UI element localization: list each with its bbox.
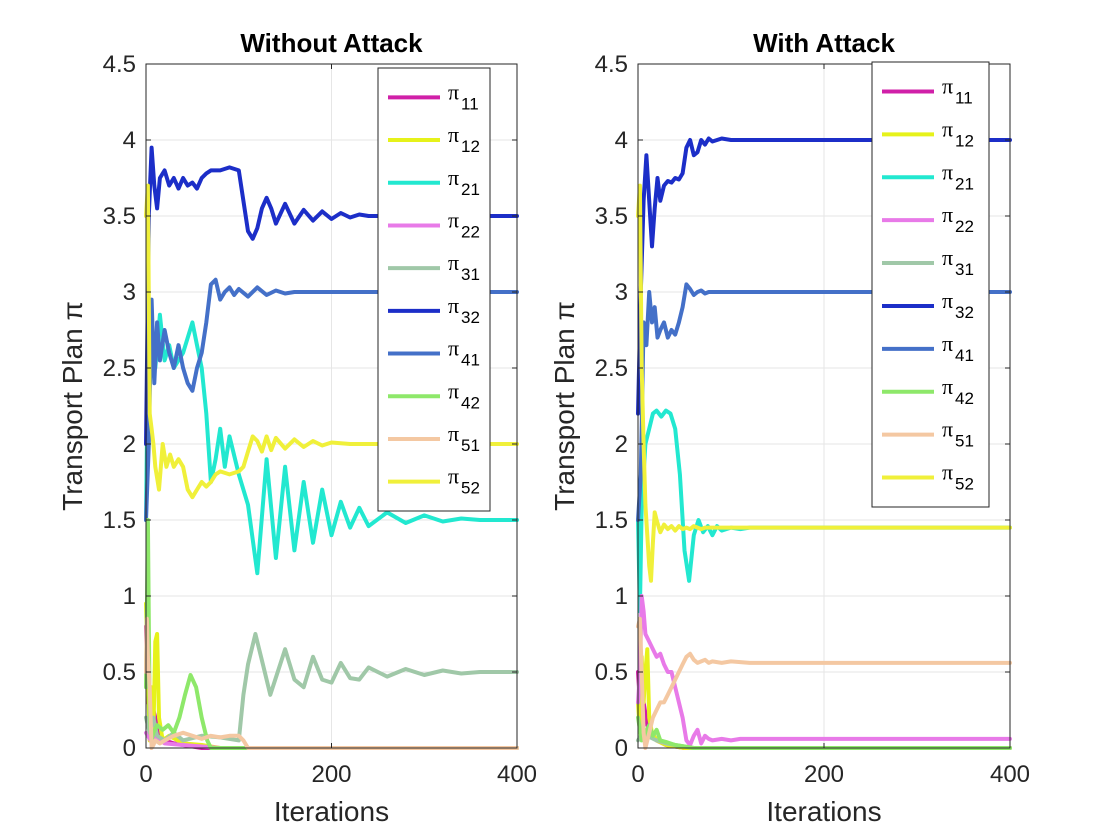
legend-label-22: π bbox=[448, 207, 459, 232]
legend-label-51: π bbox=[942, 417, 953, 442]
legend-sub-32: 32 bbox=[461, 308, 480, 327]
legend-label-52: π bbox=[942, 460, 953, 485]
legend-sub-21: 21 bbox=[955, 174, 974, 193]
y-axis-label: Transport Plan π bbox=[57, 301, 88, 511]
legend-sub-22: 22 bbox=[461, 222, 480, 241]
series-line-22 bbox=[636, 594, 1012, 747]
legend-label-21: π bbox=[448, 165, 459, 190]
y-tick-label: 4.5 bbox=[595, 51, 628, 78]
y-tick-label: 1 bbox=[615, 583, 628, 610]
legend-label-41: π bbox=[448, 336, 459, 361]
x-tick-label: 200 bbox=[311, 761, 351, 788]
legend-sub-12: 12 bbox=[461, 137, 480, 156]
legend-sub-52: 52 bbox=[955, 475, 974, 494]
legend-label-51: π bbox=[448, 421, 459, 446]
legend-sub-42: 42 bbox=[461, 393, 480, 412]
series-line-32 bbox=[636, 136, 1012, 416]
series-line-51 bbox=[144, 616, 519, 750]
y-tick-label: 3.5 bbox=[103, 203, 136, 230]
chart-panel-2: 0 0.5 1 1.5 2 2.5 3 3.5 4 4.5 0 200 400 With Attack It… bbox=[549, 28, 1030, 827]
chart-title: With Attack bbox=[753, 28, 895, 58]
legend-sub-21: 21 bbox=[461, 180, 480, 199]
legend-sub-11: 11 bbox=[461, 94, 479, 113]
legend-sub-51: 51 bbox=[955, 432, 974, 451]
y-tick-label: 0 bbox=[123, 735, 136, 762]
x-tick-label: 0 bbox=[139, 761, 152, 788]
legend-label-31: π bbox=[942, 245, 953, 270]
legend-label-41: π bbox=[942, 331, 953, 356]
legend-label-12: π bbox=[942, 116, 953, 141]
x-tick-label: 400 bbox=[990, 761, 1030, 788]
chart-panel-1: 0 0.5 1 1.5 2 2.5 3 3.5 4 4.5 0 200 400 Without Attac… bbox=[57, 28, 537, 827]
legend-label-22: π bbox=[942, 202, 953, 227]
x-tick-label: 400 bbox=[497, 761, 537, 788]
x-axis-label: Iterations bbox=[766, 796, 881, 827]
y-tick-label: 2.5 bbox=[595, 355, 628, 382]
y-tick-label: 3 bbox=[615, 279, 628, 306]
series-line-51 bbox=[636, 616, 1012, 750]
legend-sub-31: 31 bbox=[955, 260, 974, 279]
legend-label-12: π bbox=[448, 122, 459, 147]
y-tick-label: 2.5 bbox=[103, 355, 136, 382]
y-tick-label: 3 bbox=[123, 279, 136, 306]
legend-label-42: π bbox=[448, 378, 459, 403]
legend-sub-41: 41 bbox=[461, 351, 480, 370]
legend-sub-32: 32 bbox=[955, 303, 974, 322]
x-axis-label: Iterations bbox=[274, 796, 389, 827]
legend-label-42: π bbox=[942, 374, 953, 399]
x-tick-label: 200 bbox=[804, 761, 844, 788]
legend-sub-41: 41 bbox=[955, 346, 974, 365]
y-tick-label: 4.5 bbox=[103, 51, 136, 78]
series-line-52 bbox=[636, 183, 1012, 583]
y-tick-label: 4 bbox=[615, 127, 628, 154]
legend-sub-31: 31 bbox=[461, 265, 480, 284]
series-line-41 bbox=[636, 282, 1012, 522]
y-tick-label: 2 bbox=[615, 431, 628, 458]
y-tick-label: 0.5 bbox=[103, 659, 136, 686]
legend-sub-12: 12 bbox=[955, 131, 974, 150]
y-tick-label: 0.5 bbox=[595, 659, 628, 686]
y-axis-label: Transport Plan π bbox=[549, 301, 580, 511]
y-tick-label: 3.5 bbox=[595, 203, 628, 230]
legend-label-31: π bbox=[448, 250, 459, 275]
chart-title: Without Attack bbox=[240, 28, 423, 58]
series-line-52 bbox=[144, 183, 519, 500]
legend-label-11: π bbox=[942, 73, 953, 98]
legend-sub-11: 11 bbox=[955, 88, 973, 107]
legend-label-32: π bbox=[448, 293, 459, 318]
legend-label-21: π bbox=[942, 159, 953, 184]
legend: π 11π 12π 21π 22π 31π 32π 41π 42π 51π 52 bbox=[377, 67, 491, 512]
x-tick-label: 0 bbox=[631, 761, 644, 788]
y-tick-label: 1 bbox=[123, 583, 136, 610]
y-tick-label: 2 bbox=[123, 431, 136, 458]
legend-sub-51: 51 bbox=[461, 436, 480, 455]
legend: π 11π 12π 21π 22π 31π 32π 41π 42π 51π 52 bbox=[871, 61, 990, 508]
legend-sub-52: 52 bbox=[461, 479, 480, 498]
legend-label-32: π bbox=[942, 288, 953, 313]
y-tick-label: 0 bbox=[615, 735, 628, 762]
series-line-31 bbox=[144, 632, 519, 743]
legend-label-52: π bbox=[448, 464, 459, 489]
y-tick-label: 1.5 bbox=[595, 507, 628, 534]
y-tick-label: 4 bbox=[123, 127, 136, 154]
legend-sub-22: 22 bbox=[955, 217, 974, 236]
y-tick-label: 1.5 bbox=[103, 507, 136, 534]
legend-sub-42: 42 bbox=[955, 389, 974, 408]
legend-label-11: π bbox=[448, 79, 459, 104]
